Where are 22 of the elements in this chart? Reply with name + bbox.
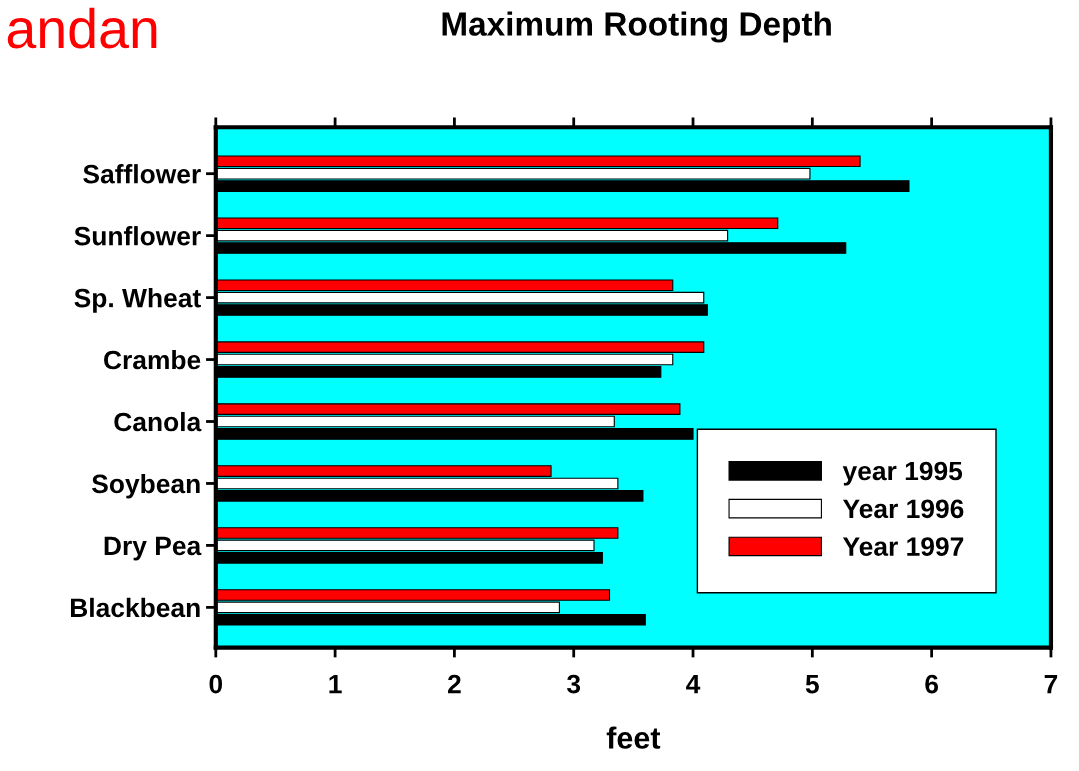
x-tick-label: 0 bbox=[209, 674, 223, 694]
x-tick-label: 2 bbox=[447, 674, 461, 694]
y-tick-label: Blackbean bbox=[70, 597, 200, 618]
y-tick-label: Safflower bbox=[83, 164, 201, 184]
y-tick-label: Canola bbox=[114, 411, 202, 432]
x-tick-label: 7 bbox=[1044, 675, 1058, 694]
legend-label: Year 1996 bbox=[842, 499, 964, 519]
x-tick-label: 1 bbox=[329, 675, 342, 694]
x-tick-label: 5 bbox=[805, 675, 819, 694]
x-tick-label: 4 bbox=[686, 675, 701, 694]
text: andan bbox=[7, 7, 157, 49]
y-tick-label: Soybean bbox=[92, 473, 200, 499]
legend-label: year 1995 bbox=[842, 461, 963, 486]
x-tick-label: 6 bbox=[925, 674, 939, 694]
y-tick-label: Sunflower bbox=[74, 226, 201, 246]
y-tick-label: Crambe bbox=[104, 349, 201, 370]
y-tick-label: Sp. Wheat bbox=[74, 288, 201, 313]
chart-title: Maximum Rooting Depth bbox=[442, 11, 831, 43]
x-axis-title: feet bbox=[606, 726, 661, 749]
y-tick-label: Dry Pea bbox=[104, 536, 202, 561]
legend-label: Year 1997 bbox=[842, 537, 964, 556]
x-tick-label: 3 bbox=[566, 674, 581, 694]
